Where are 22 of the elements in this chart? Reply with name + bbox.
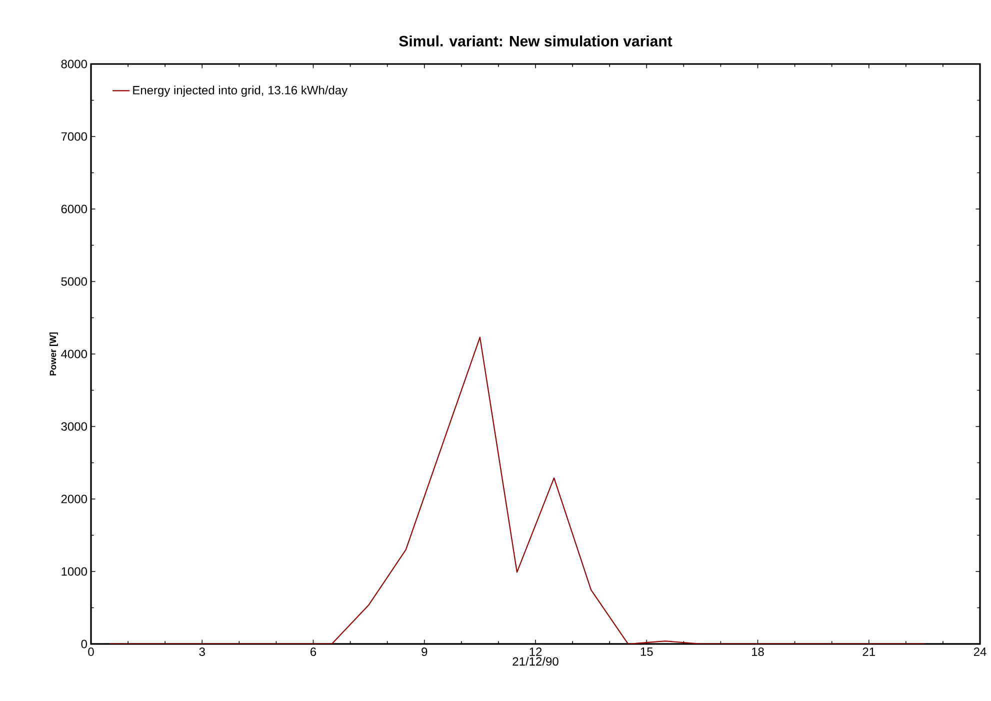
y-tick-label: 2000 [61,494,88,504]
y-tick-label: 0 [81,640,88,648]
y-tick-label: 7000 [61,132,88,141]
y-axis-title: Power [W] [50,332,58,376]
chart-title: Simul. variant: New simulation variant [399,35,672,46]
y-tick-label: 3000 [61,422,88,431]
x-tick-label: 12 [530,648,542,656]
x-axis-title: 21/12/90 [512,656,558,666]
y-tick-label: 4000 [61,350,88,358]
x-tick-label: 6 [310,648,316,656]
x-tick-label: 21 [862,648,875,656]
x-tick-label: 9 [422,648,428,656]
x-tick-label: 18 [752,648,764,656]
x-tick-label: 24 [974,648,986,656]
x-tick-label: 0 [88,648,94,656]
x-tick-label: 15 [640,648,653,656]
legend-label: Energy injected into grid, 13.16 kWh/day [133,86,348,97]
y-tick-label: 1000 [62,567,88,576]
y-tick-label: 8000 [61,60,88,68]
y-tick-label: 6000 [61,204,88,214]
y-tick-label: 5000 [61,277,88,286]
x-tick-label: 3 [199,648,205,656]
